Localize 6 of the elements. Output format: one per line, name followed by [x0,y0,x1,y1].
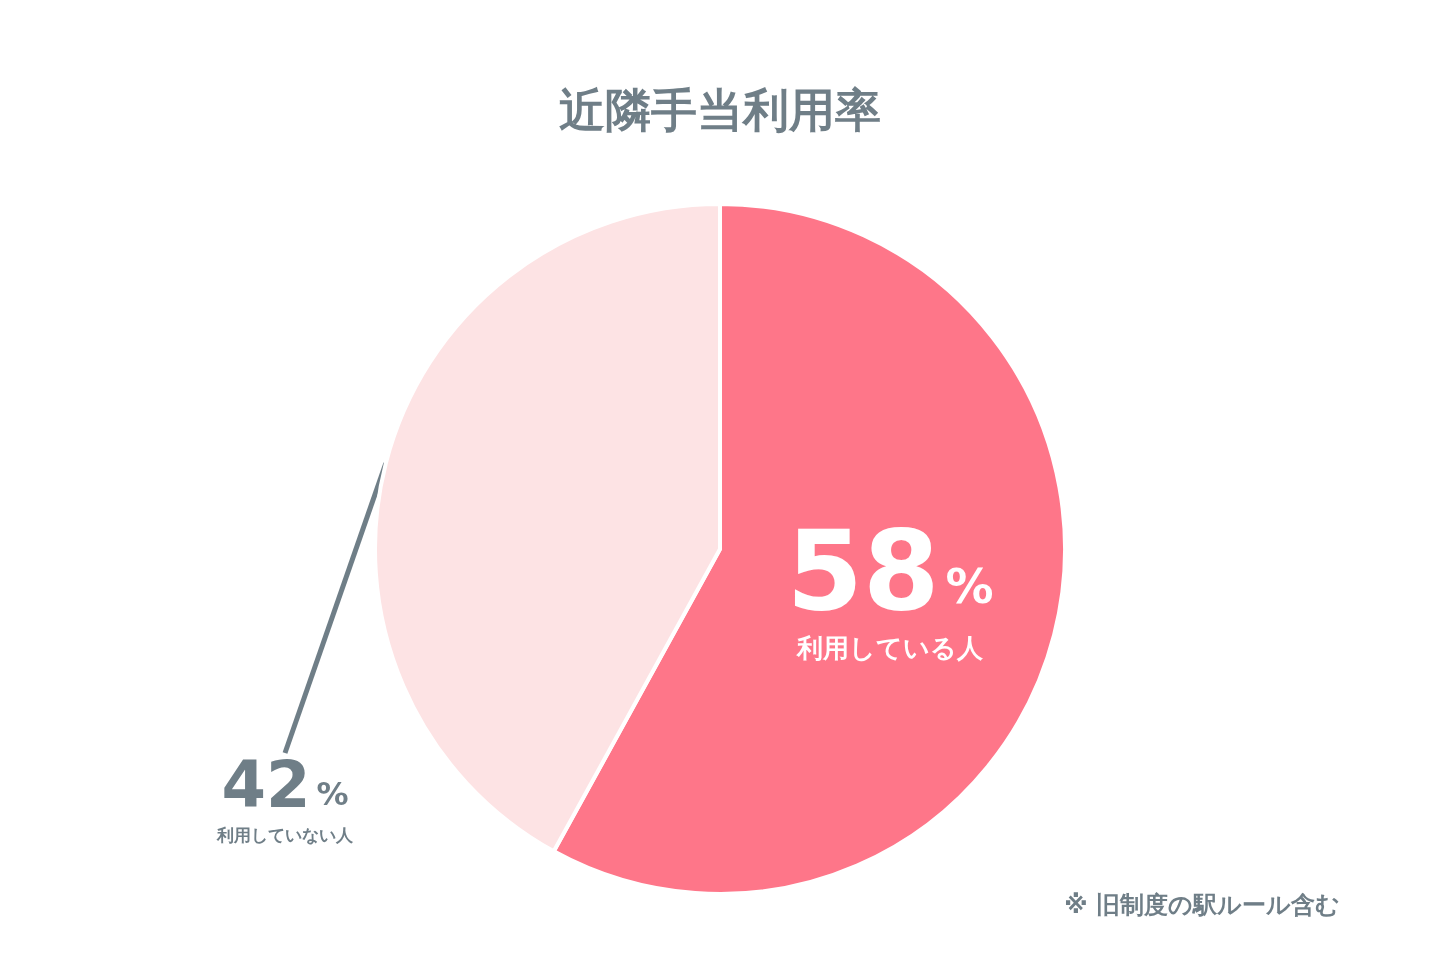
data-label: 58% [786,506,994,635]
data-label: 42% [221,748,349,822]
chart-title: 近隣手当利用率 [559,83,881,137]
slice-label: 利用していない人 [216,825,354,845]
text: ※ 旧制度の駅ルール含む [1064,891,1340,919]
slice-label: 利用している人 [795,632,984,663]
